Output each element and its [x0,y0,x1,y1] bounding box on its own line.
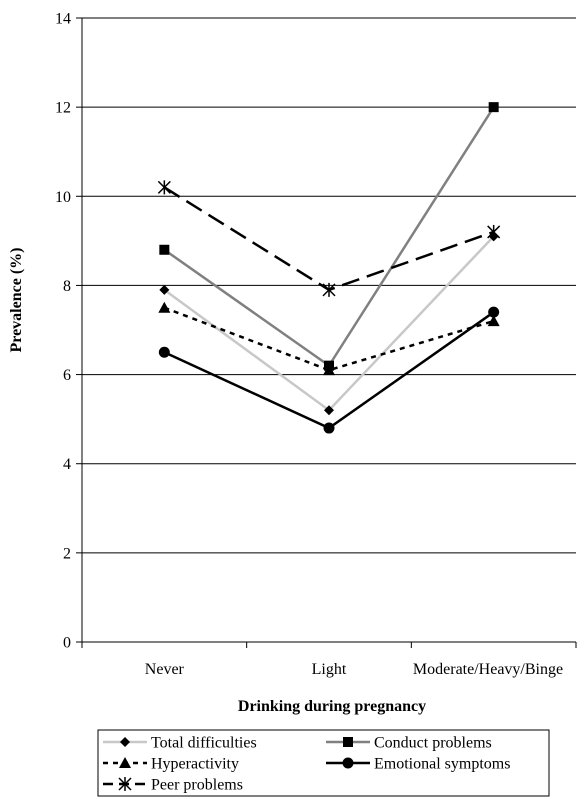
x-axis-label: Drinking during pregnancy [238,698,426,715]
circle-marker [488,306,500,318]
data-point [343,737,353,747]
legend-item: Conduct problems [326,735,492,752]
circle-marker [342,757,354,769]
data-point [158,301,171,313]
data-point [118,777,132,791]
series-peer-problems [157,180,501,297]
data-point [323,422,335,434]
data-point [487,224,501,239]
legend: Total difficulties Conduct problems Hypera… [97,729,550,797]
series-emotional-symptoms [158,306,500,434]
x-tick-label: Moderate/Heavy/Binge [413,661,563,678]
series-line [163,306,495,372]
data-point [324,405,334,416]
circle-marker [158,346,170,358]
y-axis-label: Prevalence (%) [8,248,25,353]
diamond-marker [324,405,334,416]
legend-item: Hyperactivity [103,756,239,773]
series-line [163,186,495,292]
series-lines [157,102,501,434]
legend-item: Peer problems [103,777,243,794]
y-tick-label: 2 [63,545,71,562]
y-tick-label: 8 [63,278,71,295]
legend-label: Total difficulties [151,735,257,752]
series-line [163,235,495,412]
y-tick-label: 6 [63,367,71,384]
diamond-marker [120,737,130,747]
data-point [322,282,336,297]
y-tick-label: 0 [63,635,71,652]
diamond-marker [159,284,170,295]
data-point [159,244,170,255]
data-point [159,284,170,295]
y-tick-label: 14 [55,11,71,28]
triangle-marker [323,364,335,376]
data-point [342,757,354,769]
y-tick-label: 4 [63,456,71,473]
square-marker [488,102,499,113]
data-point [488,102,499,113]
triangle-marker [119,757,131,768]
legend-label: Emotional symptoms [374,756,510,773]
series-conduct-problems [159,102,499,371]
data-point [323,364,335,376]
data-point [488,306,500,318]
legend-box [97,729,550,797]
triangle-marker [487,315,500,327]
data-point [487,315,500,327]
data-point [119,757,131,768]
circle-marker [323,422,335,434]
legend-item: Total difficulties [103,735,257,752]
legend-label: Conduct problems [374,735,492,752]
square-marker [343,737,353,747]
legend-label: Hyperactivity [151,756,239,773]
legend-label: Peer problems [151,777,243,794]
x-axis-ticks: Never Light Moderate/Heavy/Binge [81,642,577,678]
square-marker [159,244,170,255]
legend-item: Emotional symptoms [326,756,510,773]
data-point [120,737,130,747]
triangle-marker [158,301,171,313]
x-tick-label: Light [312,661,347,678]
series-total-difficulties [159,231,499,416]
y-axis-ticks: 0 2 4 6 8 10 12 14 [55,11,82,652]
data-point [157,180,171,195]
y-tick-label: 10 [55,189,71,206]
data-point [158,346,170,358]
series-hyperactivity [158,301,500,376]
x-tick-label: Never [145,661,185,678]
y-tick-label: 12 [55,100,71,117]
